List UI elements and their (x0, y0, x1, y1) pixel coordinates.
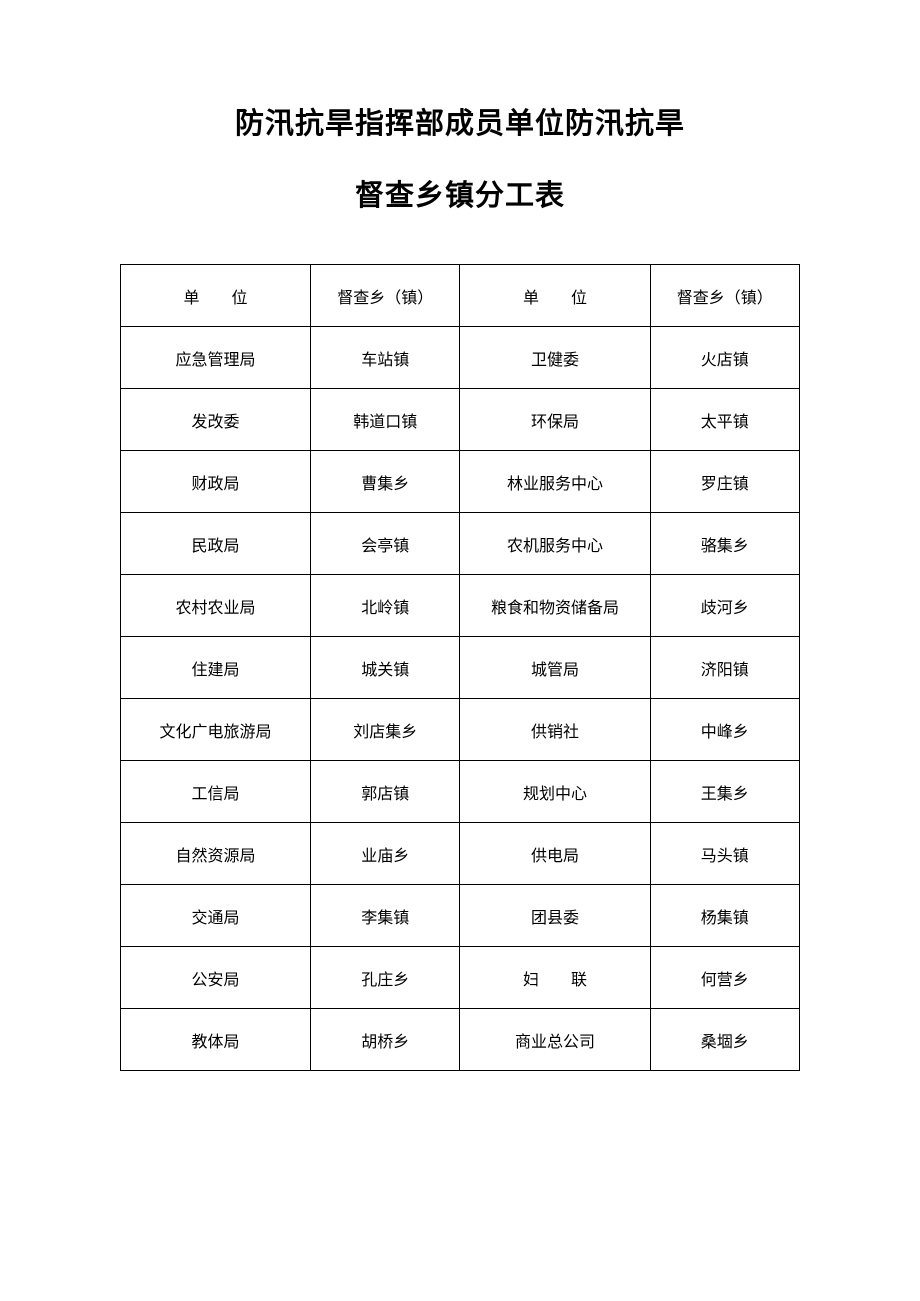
cell-town: 郭店镇 (311, 761, 460, 823)
table-row: 交通局 李集镇 团县委 杨集镇 (121, 885, 800, 947)
cell-unit: 民政局 (121, 513, 311, 575)
table-row: 发改委 韩道口镇 环保局 太平镇 (121, 389, 800, 451)
cell-unit: 林业服务中心 (460, 451, 650, 513)
table-row: 工信局 郭店镇 规划中心 王集乡 (121, 761, 800, 823)
cell-unit: 城管局 (460, 637, 650, 699)
cell-unit: 公安局 (121, 947, 311, 1009)
cell-town: 太平镇 (650, 389, 799, 451)
table-row: 住建局 城关镇 城管局 济阳镇 (121, 637, 800, 699)
cell-unit: 供销社 (460, 699, 650, 761)
cell-unit: 交通局 (121, 885, 311, 947)
cell-town: 城关镇 (311, 637, 460, 699)
cell-town: 胡桥乡 (311, 1009, 460, 1071)
cell-unit: 供电局 (460, 823, 650, 885)
title-line-1: 防汛抗旱指挥部成员单位防汛抗旱 (120, 100, 800, 142)
cell-town: 王集乡 (650, 761, 799, 823)
cell-town: 曹集乡 (311, 451, 460, 513)
table-row: 文化广电旅游局 刘店集乡 供销社 中峰乡 (121, 699, 800, 761)
cell-unit: 工信局 (121, 761, 311, 823)
cell-unit: 卫健委 (460, 327, 650, 389)
cell-town: 会亭镇 (311, 513, 460, 575)
cell-town: 马头镇 (650, 823, 799, 885)
cell-unit: 应急管理局 (121, 327, 311, 389)
cell-unit: 环保局 (460, 389, 650, 451)
document-title: 防汛抗旱指挥部成员单位防汛抗旱 督查乡镇分工表 (120, 100, 800, 214)
cell-town: 车站镇 (311, 327, 460, 389)
cell-unit: 文化广电旅游局 (121, 699, 311, 761)
header-unit-1: 单 位 (121, 265, 311, 327)
cell-town: 何营乡 (650, 947, 799, 1009)
cell-town: 韩道口镇 (311, 389, 460, 451)
cell-unit: 住建局 (121, 637, 311, 699)
table-row: 自然资源局 业庙乡 供电局 马头镇 (121, 823, 800, 885)
cell-unit: 规划中心 (460, 761, 650, 823)
header-unit-2: 单 位 (460, 265, 650, 327)
header-town-1: 督查乡（镇） (311, 265, 460, 327)
assignment-table: 单 位 督查乡（镇） 单 位 督查乡（镇） 应急管理局 车站镇 卫健委 火店镇 … (120, 264, 800, 1071)
cell-unit: 妇 联 (460, 947, 650, 1009)
table-row: 财政局 曹集乡 林业服务中心 罗庄镇 (121, 451, 800, 513)
cell-town: 刘店集乡 (311, 699, 460, 761)
cell-unit: 粮食和物资储备局 (460, 575, 650, 637)
header-town-2: 督查乡（镇） (650, 265, 799, 327)
cell-town: 北岭镇 (311, 575, 460, 637)
cell-town: 业庙乡 (311, 823, 460, 885)
table-header-row: 单 位 督查乡（镇） 单 位 督查乡（镇） (121, 265, 800, 327)
table-row: 民政局 会亭镇 农机服务中心 骆集乡 (121, 513, 800, 575)
cell-unit: 团县委 (460, 885, 650, 947)
table-row: 农村农业局 北岭镇 粮食和物资储备局 歧河乡 (121, 575, 800, 637)
cell-town: 孔庄乡 (311, 947, 460, 1009)
cell-town: 杨集镇 (650, 885, 799, 947)
table-row: 应急管理局 车站镇 卫健委 火店镇 (121, 327, 800, 389)
table-row: 教体局 胡桥乡 商业总公司 桑堌乡 (121, 1009, 800, 1071)
cell-unit: 自然资源局 (121, 823, 311, 885)
table-row: 公安局 孔庄乡 妇 联 何营乡 (121, 947, 800, 1009)
cell-town: 火店镇 (650, 327, 799, 389)
cell-town: 李集镇 (311, 885, 460, 947)
cell-unit: 农村农业局 (121, 575, 311, 637)
cell-unit: 发改委 (121, 389, 311, 451)
title-line-2: 督查乡镇分工表 (120, 172, 800, 214)
cell-town: 济阳镇 (650, 637, 799, 699)
cell-town: 骆集乡 (650, 513, 799, 575)
cell-unit: 商业总公司 (460, 1009, 650, 1071)
cell-unit: 农机服务中心 (460, 513, 650, 575)
cell-town: 罗庄镇 (650, 451, 799, 513)
cell-town: 桑堌乡 (650, 1009, 799, 1071)
cell-unit: 财政局 (121, 451, 311, 513)
cell-town: 中峰乡 (650, 699, 799, 761)
cell-town: 歧河乡 (650, 575, 799, 637)
cell-unit: 教体局 (121, 1009, 311, 1071)
